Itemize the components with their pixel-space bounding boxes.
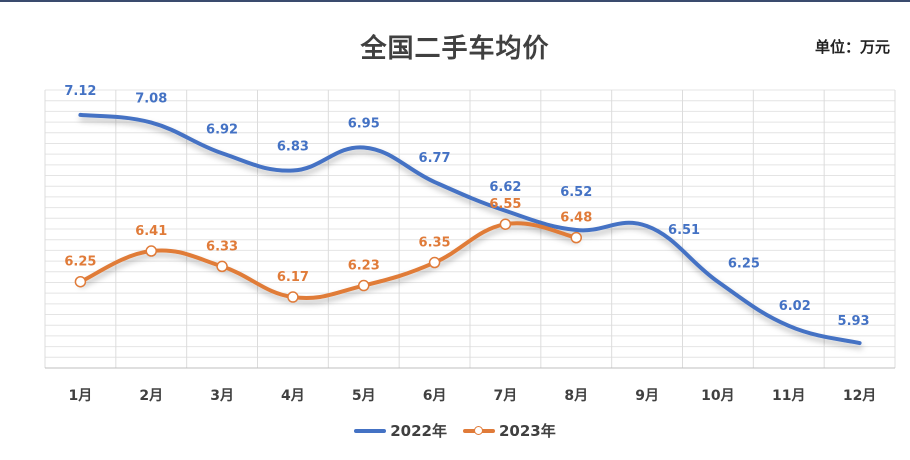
legend: 2022年 2023年 [0, 420, 910, 441]
data-point [570, 231, 582, 244]
chart-title: 全国二手车均价 [360, 34, 550, 64]
data-label-2023: 6.25 [64, 255, 96, 270]
x-tick-label: 12月 [843, 388, 876, 404]
x-tick-label: 11月 [772, 388, 805, 404]
data-label-2023: 6.17 [277, 270, 309, 285]
series-line-2022年 [78, 112, 862, 346]
x-tick-label: 7月 [494, 388, 518, 404]
data-label-2023: 6.41 [135, 224, 167, 239]
gridlines [44, 89, 896, 369]
data-label-2023: 6.35 [419, 236, 451, 251]
data-point [74, 275, 87, 288]
series-markers [74, 218, 582, 303]
x-tick-label: 2月 [139, 388, 163, 404]
data-label-2022: 6.92 [206, 122, 238, 137]
x-tick-label: 9月 [635, 388, 659, 404]
data-point [499, 218, 512, 230]
data-point [145, 245, 157, 257]
legend-label-2022: 2022年 [390, 422, 447, 440]
data-point [287, 291, 299, 303]
data-label-2022: 6.77 [419, 151, 451, 166]
data-label-2023: 6.23 [348, 259, 380, 274]
data-point [216, 260, 228, 273]
data-point [358, 279, 370, 292]
data-labels: 7.12 7.08 6.92 6.83 6.95 6.77 6.62 6.52 6.51 6.25… [64, 84, 869, 329]
x-tick-label: 4月 [281, 388, 305, 404]
data-label-2023: 6.33 [206, 239, 238, 254]
data-label-2022: 6.51 [668, 223, 700, 238]
data-label-2022: 5.93 [838, 314, 870, 329]
legend-item-2023[interactable]: 2023年 [463, 420, 556, 441]
unit-label: 单位：万元 [814, 38, 890, 56]
series-line-2023年 [78, 221, 579, 300]
data-label-2022: 6.95 [348, 117, 380, 132]
data-label-2022: 6.62 [489, 180, 521, 195]
legend-marker-2023 [474, 425, 483, 435]
x-tick-label: 1月 [69, 388, 93, 404]
x-tick-label: 6月 [423, 388, 447, 404]
data-label-2023: 6.55 [489, 197, 521, 212]
legend-line-2022 [354, 428, 387, 433]
series-lines [78, 112, 862, 346]
top-border [0, 0, 910, 2]
data-label-2022: 7.12 [64, 84, 96, 99]
legend-label-2023: 2023年 [499, 422, 556, 440]
data-point [428, 256, 441, 269]
x-tick-label: 8月 [564, 388, 588, 404]
legend-line-2023 [463, 425, 495, 435]
data-label-2022: 6.83 [277, 140, 309, 155]
x-axis: 1月 2月 3月 4月 5月 6月 7月 8月 9月 10月 11月 12月 [45, 367, 895, 404]
x-tick-label: 5月 [352, 388, 376, 404]
x-tick-label: 3月 [210, 388, 234, 404]
legend-item-2022[interactable]: 2022年 [354, 420, 447, 441]
data-label-2022: 7.08 [135, 92, 167, 107]
data-label-2022: 6.25 [728, 257, 760, 272]
data-label-2022: 6.52 [560, 185, 592, 200]
data-label-2023: 6.48 [560, 211, 592, 226]
data-label-2022: 6.02 [779, 299, 811, 314]
x-tick-label: 10月 [701, 388, 734, 404]
